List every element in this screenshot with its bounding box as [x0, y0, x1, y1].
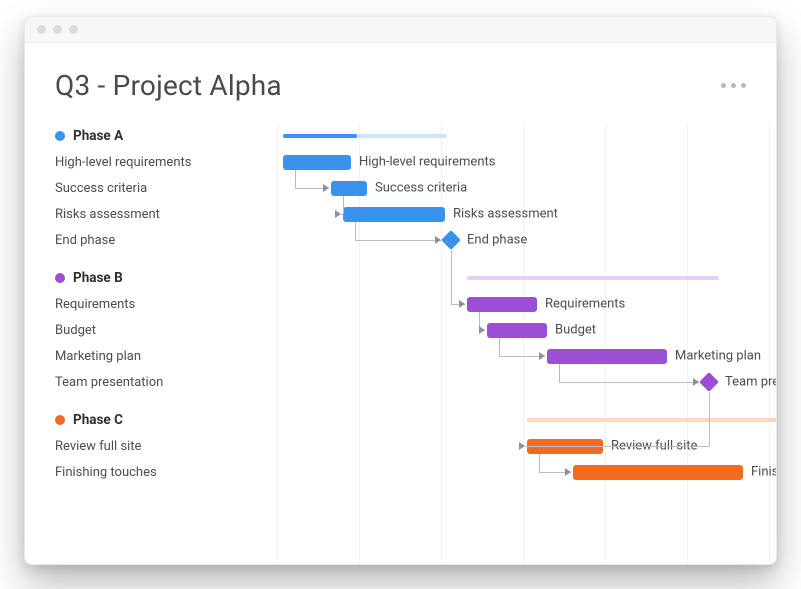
task-name: End phase: [55, 233, 277, 248]
task-bar[interactable]: [487, 323, 547, 338]
task-name: Risks assessment: [55, 207, 277, 222]
phase-summary-progress: [283, 134, 357, 138]
task-bar[interactable]: [343, 207, 445, 222]
task-name: Marketing plan: [55, 349, 277, 364]
task-row: Budget: [55, 317, 776, 343]
header: Q3 - Project Alpha: [25, 43, 776, 112]
task-name: Budget: [55, 323, 277, 338]
task-row: Marketing plan: [55, 343, 776, 369]
task-bar[interactable]: [283, 155, 351, 170]
task-name: Success criteria: [55, 181, 277, 196]
task-bar[interactable]: [331, 181, 367, 196]
phase-name: Phase B: [55, 270, 277, 286]
task-bar-label: Risks assessment: [453, 207, 558, 222]
task-bar[interactable]: [467, 297, 537, 312]
content-area: Q3 - Project Alpha Phase A High-level req…: [25, 43, 776, 564]
phase-row: Phase B: [55, 265, 776, 291]
more-menu-icon[interactable]: [721, 83, 746, 88]
phase-row: Phase C: [55, 407, 776, 433]
task-name: Requirements: [55, 297, 277, 312]
task-bar[interactable]: [573, 465, 743, 480]
task-bar-label: Requirements: [545, 297, 625, 312]
titlebar: [25, 17, 776, 43]
task-name: Team presentation: [55, 375, 277, 390]
phase-summary-bar[interactable]: [527, 418, 777, 422]
phase-label: Phase B: [73, 270, 123, 286]
phase-dot-icon: [55, 415, 65, 425]
phase-name: Phase A: [55, 128, 277, 144]
task-bar-label: Budget: [555, 323, 596, 338]
phase-label: Phase C: [73, 412, 123, 428]
task-bar[interactable]: [547, 349, 667, 364]
task-name: Finishing touches: [55, 465, 277, 480]
app-window: Q3 - Project Alpha Phase A High-level req…: [24, 16, 777, 565]
task-bar-label: Marketing plan: [675, 349, 761, 364]
task-bar-label: Success criteria: [375, 181, 467, 196]
traffic-light-zoom[interactable]: [69, 25, 78, 34]
milestone-label: End phase: [467, 233, 527, 248]
phase-dot-icon: [55, 273, 65, 283]
milestone-label: Team presentation: [725, 375, 777, 390]
task-bar-label: Review full site: [611, 439, 697, 454]
task-row: Requirements: [55, 291, 776, 317]
phase-label: Phase A: [73, 128, 123, 144]
task-bar-label: Finishing: [751, 465, 777, 480]
phase-row: Phase A: [55, 123, 776, 149]
task-bar-label: High-level requirements: [359, 155, 495, 170]
task-bar[interactable]: [527, 439, 603, 454]
phase-summary-bar[interactable]: [467, 276, 719, 280]
traffic-light-close[interactable]: [37, 25, 46, 34]
phase-name: Phase C: [55, 412, 277, 428]
traffic-light-minimize[interactable]: [53, 25, 62, 34]
gantt-chart: Phase A High-level requirements High-level…: [55, 123, 776, 564]
phase-dot-icon: [55, 131, 65, 141]
project-title: Q3 - Project Alpha: [55, 69, 282, 102]
task-row: End phase: [55, 227, 776, 253]
task-name: Review full site: [55, 439, 277, 454]
task-name: High-level requirements: [55, 155, 277, 170]
task-row: Team presentation: [55, 369, 776, 395]
phase-summary-bar[interactable]: [283, 134, 447, 138]
